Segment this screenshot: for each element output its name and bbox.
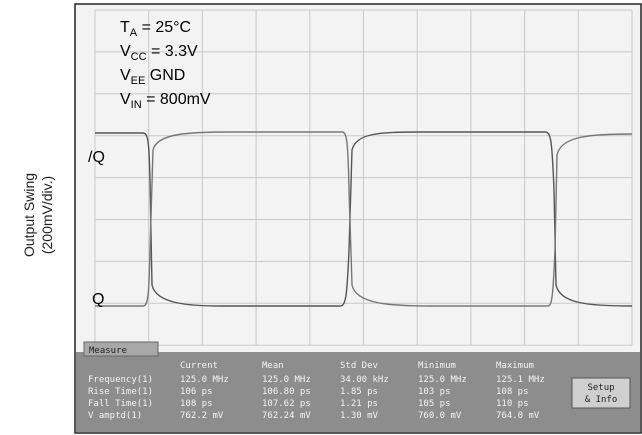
- cell: 103 ps: [418, 387, 451, 397]
- row-label: V amptd(1): [88, 411, 142, 421]
- cell: 108 ps: [180, 399, 213, 409]
- condition-rest: = 3.3V: [147, 43, 198, 60]
- condition-main: V: [120, 91, 131, 108]
- condition-rest: = 800mV: [142, 91, 211, 108]
- cell: 34.00 kHz: [340, 375, 389, 385]
- cell: 764.0 mV: [496, 411, 540, 421]
- cell: 108 ps: [496, 387, 529, 397]
- condition-rest: GND: [145, 67, 185, 84]
- y-axis-label: Output Swing (200mV/div.): [21, 173, 55, 257]
- y-axis-label-line: (200mV/div.): [39, 176, 55, 254]
- row-label: Frequency(1): [88, 375, 153, 385]
- trace-label: Q: [92, 291, 104, 308]
- setup-button-label: Setup: [587, 383, 614, 393]
- cell: 107.62 ps: [262, 399, 311, 409]
- cell: 1.30 mV: [340, 411, 379, 421]
- figure: TA = 25°CVCC = 3.3VVEE GNDVIN = 800mV /Q…: [0, 0, 642, 435]
- cell: 125.0 MHz: [418, 375, 467, 385]
- column-header: Maximum: [496, 361, 534, 371]
- column-header: Std Dev: [340, 361, 378, 371]
- page: {"y_axis_label": ["Output Swing", "(200m…: [0, 0, 642, 435]
- cell: 106 ps: [180, 387, 213, 397]
- y-axis-label-line: Output Swing: [21, 173, 37, 257]
- setup-button-label: & Info: [585, 395, 618, 405]
- cell: 105 ps: [418, 399, 451, 409]
- cell: 760.0 mV: [418, 411, 462, 421]
- column-header: Current: [180, 361, 218, 371]
- condition-main: V: [120, 67, 131, 84]
- condition-sub: IN: [131, 99, 142, 111]
- cell: 125.0 MHz: [180, 375, 229, 385]
- condition-rest: = 25°C: [137, 19, 191, 36]
- condition-main: V: [120, 43, 131, 60]
- condition-sub: CC: [131, 51, 147, 63]
- cell: 762.2 mV: [180, 411, 224, 421]
- cell: 125.0 MHz: [262, 375, 311, 385]
- measure-tab-label: Measure: [89, 346, 127, 356]
- cell: 125.1 MHz: [496, 375, 545, 385]
- column-header: Mean: [262, 361, 284, 371]
- condition-main: T: [120, 19, 130, 36]
- row-label: Rise Time(1): [88, 387, 153, 397]
- row-label: Fall Time(1): [88, 399, 153, 409]
- condition-sub: EE: [131, 75, 146, 87]
- column-header: Minimum: [418, 361, 456, 371]
- cell: 1.21 ps: [340, 399, 378, 409]
- cell: 106.80 ps: [262, 387, 311, 397]
- cell: 1.85 ps: [340, 387, 378, 397]
- cell: 762.24 mV: [262, 411, 311, 421]
- trace-label: /Q: [88, 149, 105, 166]
- cell: 110 ps: [496, 399, 529, 409]
